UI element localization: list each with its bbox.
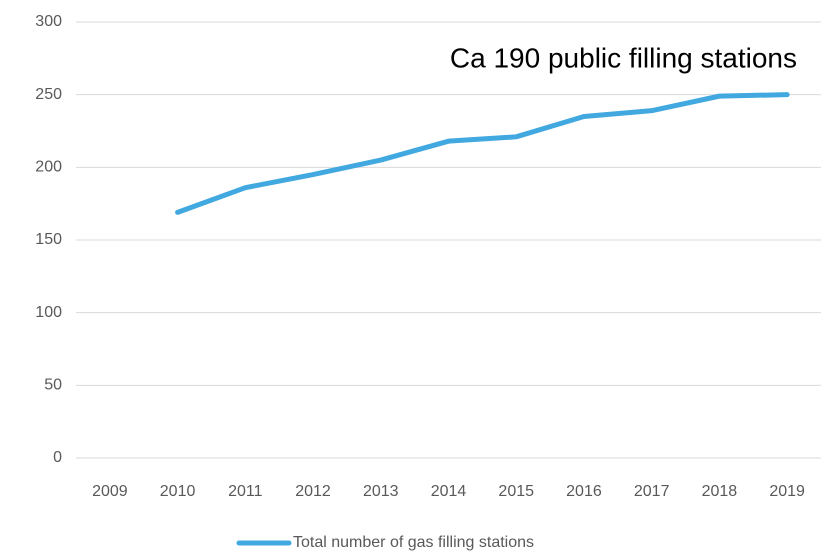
y-tick-label: 0 [53,449,62,466]
x-tick-label: 2015 [498,483,534,500]
legend-label: Total number of gas filling stations [293,534,534,551]
series-line [175,92,790,215]
y-tick-label: 150 [35,231,62,248]
y-tick-label: 50 [44,377,62,394]
x-tick-label: 2010 [160,483,196,500]
y-tick-label: 300 [35,13,62,30]
x-tick-label: 2012 [295,483,331,500]
y-tick-label: 200 [35,159,62,176]
x-tick-label: 2017 [634,483,670,500]
x-tick-label: 2011 [228,483,263,500]
x-tick-label: 2014 [431,483,467,500]
y-tick-label: 100 [35,304,62,321]
x-tick-label: 2013 [363,483,399,500]
annotation: Ca 190 public filling stations [450,42,797,73]
x-tick-label: 2018 [702,483,738,500]
x-tick-label: 2009 [92,483,128,500]
x-tick-label: 2019 [769,483,805,500]
x-tick-label: 2016 [566,483,602,500]
y-tick-label: 250 [35,86,62,103]
